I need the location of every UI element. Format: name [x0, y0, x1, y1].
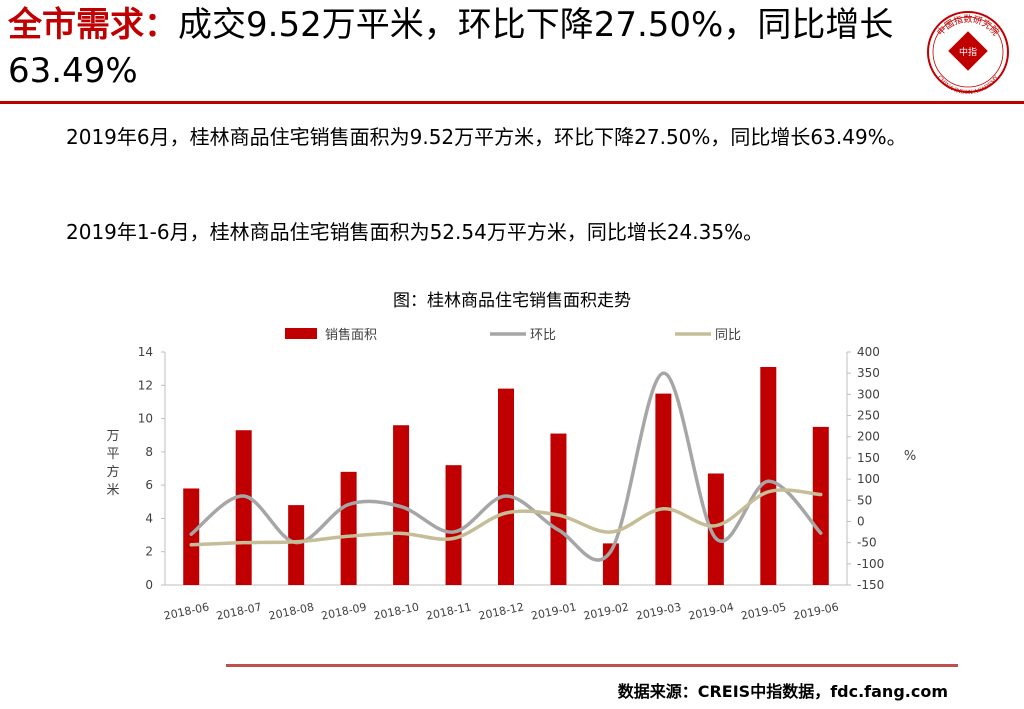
- y-tick-label-right: 0: [857, 514, 865, 528]
- x-tick-label: 2018-08: [268, 600, 316, 622]
- series-line-yoy: [189, 488, 823, 547]
- svg-text:CHINA INDEX ACADEMY: CHINA INDEX ACADEMY: [936, 75, 1001, 96]
- bar-2019-05: [760, 366, 777, 585]
- logo-text-bottom: CHINA INDEX ACADEMY: [936, 75, 1001, 96]
- bar-2019-03: [655, 393, 672, 585]
- x-tick-label: 2019-03: [635, 600, 683, 622]
- x-tick-label: 2019-04: [687, 600, 735, 622]
- y-tick-label-left: 6: [145, 478, 153, 492]
- paragraph-monthly: 2019年6月，桂林商品住宅销售面积为9.52万平方米，环比下降27.50%，同…: [66, 125, 907, 149]
- logo-seal: 中国指数研究院 CHINA INDEX ACADEMY 中指: [927, 11, 1009, 96]
- y-tick-label-right: 250: [857, 409, 880, 423]
- y-axis-label-right: %: [904, 449, 916, 464]
- bar-2018-12: [498, 388, 514, 585]
- title-rest: 成交9.52万平米，环比下降27.50%，同比增长63.49%: [8, 5, 894, 91]
- sales-area-chart: 0 2 4 6 8 10 12 14 -150 -100 -50 0 50 100 150 200 250 300…: [106, 327, 916, 623]
- bar-2019-01: [550, 433, 567, 585]
- y-tick-label-right: 300: [857, 387, 880, 401]
- x-tick-label: 2019-01: [530, 600, 578, 622]
- y-tick-label-right: -150: [857, 578, 884, 592]
- y-axis-label-char: 方: [106, 464, 119, 480]
- y-tick-label-right: -50: [857, 536, 877, 550]
- legend-label: 销售面积: [325, 327, 377, 343]
- y-tick-label-left: 8: [145, 445, 153, 459]
- header-divider: [0, 101, 1024, 104]
- bar-2019-04: [707, 473, 724, 585]
- x-tick-label: 2018-12: [477, 600, 525, 622]
- bar-2018-09: [340, 471, 357, 585]
- y-tick-label-left: 2: [145, 545, 153, 559]
- page-title: 全市需求：成交9.52万平米，环比下降27.50%，同比增长63.49%: [8, 2, 908, 94]
- y-tick-label-left: 4: [145, 511, 153, 525]
- y-tick-label-left: 14: [138, 345, 153, 359]
- bar-2018-06: [183, 488, 200, 585]
- y-tick-label-right: 50: [857, 493, 872, 507]
- x-tick-label: 2018-06: [163, 600, 211, 622]
- y-tick-label-right: 350: [857, 366, 880, 380]
- x-tick-label: 2019-06: [792, 600, 840, 622]
- data-source: 数据来源：CREIS中指数据，fdc.fang.com: [617, 682, 948, 701]
- x-tick-label: 2018-11: [425, 600, 473, 622]
- y-tick-label-left: 10: [138, 412, 153, 426]
- legend-label: 同比: [715, 328, 741, 343]
- legend-label: 环比: [530, 328, 556, 343]
- y-tick-label-right: 200: [857, 430, 880, 444]
- bar-2018-07: [235, 430, 252, 585]
- chart-caption: 图：桂林商品住宅销售面积走势: [393, 291, 631, 311]
- y-axis-label-char: 平: [106, 447, 119, 462]
- paragraph-ytd: 2019年1-6月，桂林商品住宅销售面积为52.54万平方米，同比增长24.35…: [66, 220, 764, 244]
- y-tick-label-right: -100: [857, 557, 884, 571]
- x-tick-label: 2019-02: [582, 600, 630, 622]
- title-highlight: 全市需求：: [8, 5, 178, 45]
- x-tick-label: 2018-10: [373, 600, 421, 622]
- y-tick-label-right: 100: [857, 472, 880, 486]
- bar-2018-08: [288, 505, 305, 585]
- y-tick-label-right: 400: [857, 345, 880, 359]
- y-tick-label-right: 150: [857, 451, 880, 465]
- y-tick-label-left: 12: [138, 378, 153, 392]
- legend-swatch-bar: [285, 328, 317, 339]
- logo-center-text: 中指: [959, 46, 977, 58]
- bar-2019-06: [812, 426, 829, 585]
- x-tick-label: 2019-05: [740, 600, 788, 622]
- x-tick-label: 2018-09: [320, 600, 368, 622]
- y-axis-label-char: 米: [106, 483, 119, 498]
- y-axis-label-char: 万: [106, 429, 119, 444]
- bar-2018-11: [445, 465, 462, 585]
- footer-divider: [226, 664, 958, 667]
- x-tick-label: 2018-07: [215, 600, 263, 622]
- y-tick-label-left: 0: [145, 578, 153, 592]
